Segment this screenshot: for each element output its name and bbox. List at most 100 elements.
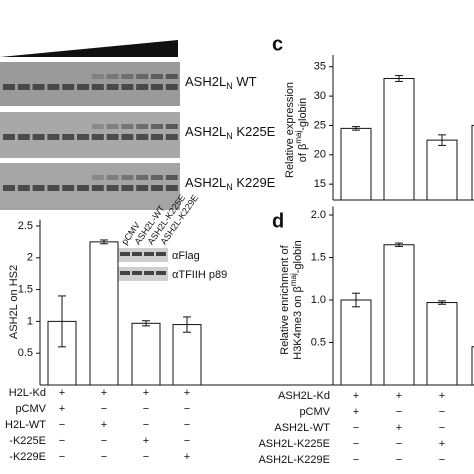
bar: [471, 346, 474, 386]
bar: [172, 324, 202, 386]
bar: [471, 124, 474, 201]
gel-panel: [0, 62, 180, 106]
gel-band: [165, 84, 178, 90]
y-label-line: H3K4me3 on β: [292, 286, 304, 360]
condition-mark: +: [143, 387, 149, 399]
y-tick-label: 0.5: [311, 336, 326, 348]
condition-mark: −: [439, 422, 445, 434]
gel-label-sub: N: [226, 81, 233, 91]
gradient-wedge: [0, 40, 178, 57]
y-label-line: of β: [297, 144, 309, 163]
condition-mark: −: [101, 435, 107, 447]
condition-mark: +: [101, 387, 107, 399]
error-bar: [395, 75, 403, 82]
gel-band: [77, 134, 89, 140]
condition-mark: −: [353, 422, 359, 434]
gel-band: [136, 185, 149, 191]
blot-band: [156, 271, 166, 275]
condition-mark: −: [59, 435, 65, 447]
gel-band: [121, 124, 134, 129]
y-axis-label: ASH2L on HS2: [8, 265, 20, 339]
error-bar: [352, 292, 360, 308]
bar: [340, 299, 372, 386]
gel-label: ASH2LN K229E: [185, 175, 276, 192]
condition-mark: +: [184, 451, 190, 463]
blot-row-label: αTFIIH p89: [172, 269, 227, 281]
y-tick-label: 2: [27, 252, 33, 264]
error-bar: [438, 300, 446, 305]
bar: [383, 77, 415, 201]
condition-label: ASH2L-Kd: [278, 390, 330, 402]
error-bar: [100, 239, 108, 245]
gel-band: [32, 185, 45, 191]
condition-mark: +: [101, 419, 107, 431]
condition-mark: −: [439, 454, 445, 466]
condition-mark: −: [439, 406, 445, 418]
gel-band: [165, 185, 178, 191]
bar: [426, 139, 458, 201]
blot-band: [144, 271, 154, 275]
condition-label: -K229E: [9, 451, 46, 463]
gel-band: [106, 134, 119, 140]
blot-row-label: αFlag: [172, 250, 200, 262]
y-tick-label: 25: [314, 119, 326, 131]
gel-band: [136, 124, 149, 129]
condition-mark: +: [59, 403, 65, 415]
gel-label-name: ASH2L: [185, 124, 226, 139]
gel-band: [151, 124, 163, 129]
condition-mark: −: [396, 454, 402, 466]
gel-band: [17, 185, 30, 191]
condition-mark: −: [101, 451, 107, 463]
gel-label-variant: K225E: [233, 124, 276, 139]
gel-band: [106, 185, 119, 191]
condition-label: -K225E: [9, 435, 46, 447]
condition-label: pCMV: [15, 403, 46, 415]
gel-band: [136, 84, 149, 90]
y-label-sub: maj: [294, 131, 303, 144]
gel-band: [136, 175, 149, 180]
condition-mark: −: [143, 403, 149, 415]
y-tick-label: 1: [27, 315, 33, 327]
condition-mark: +: [353, 390, 359, 402]
condition-mark: +: [396, 390, 402, 402]
bar: [89, 241, 119, 386]
error-bar: [58, 295, 66, 348]
y-tick-label: 0.5: [18, 347, 33, 359]
gel-band: [32, 134, 45, 140]
gel-band: [17, 134, 30, 140]
bar: [426, 302, 458, 386]
y-tick-label: 20: [314, 149, 326, 161]
gel-band: [106, 175, 119, 180]
y-label-line: ASH2L on HS2: [8, 265, 20, 339]
gel-band: [106, 84, 119, 90]
blot-strip: [118, 248, 168, 262]
gel-band: [77, 84, 89, 90]
gel-band: [17, 84, 30, 90]
y-label-line: -globin: [297, 98, 309, 131]
gel-band: [3, 134, 15, 140]
y-label-line: Relative enrichment of: [279, 244, 291, 354]
gel-band: [62, 134, 75, 140]
y-axis-label: Relative enrichment ofH3K4me3 on βmaj-gl…: [279, 240, 304, 360]
condition-label: pCMV: [299, 406, 330, 418]
condition-mark: −: [143, 419, 149, 431]
gel-band: [91, 124, 104, 129]
gel-label: ASH2LN WT: [185, 74, 257, 91]
gel-band: [121, 74, 134, 79]
gel-panel: [0, 163, 180, 210]
gel-label-sub: N: [226, 182, 233, 192]
gel-band: [121, 134, 134, 140]
gel-band: [3, 185, 15, 191]
condition-mark: +: [439, 390, 445, 402]
condition-mark: +: [143, 435, 149, 447]
gel-label-name: ASH2L: [185, 74, 226, 89]
y-tick-label: 1.5: [311, 251, 326, 263]
condition-mark: −: [143, 451, 149, 463]
gel-band: [32, 84, 45, 90]
y-tick-label: 1.5: [18, 283, 33, 295]
condition-mark: −: [184, 435, 190, 447]
condition-label: H2L-Kd: [9, 387, 46, 399]
y-tick-label: 2.0: [311, 209, 326, 221]
condition-mark: −: [184, 403, 190, 415]
